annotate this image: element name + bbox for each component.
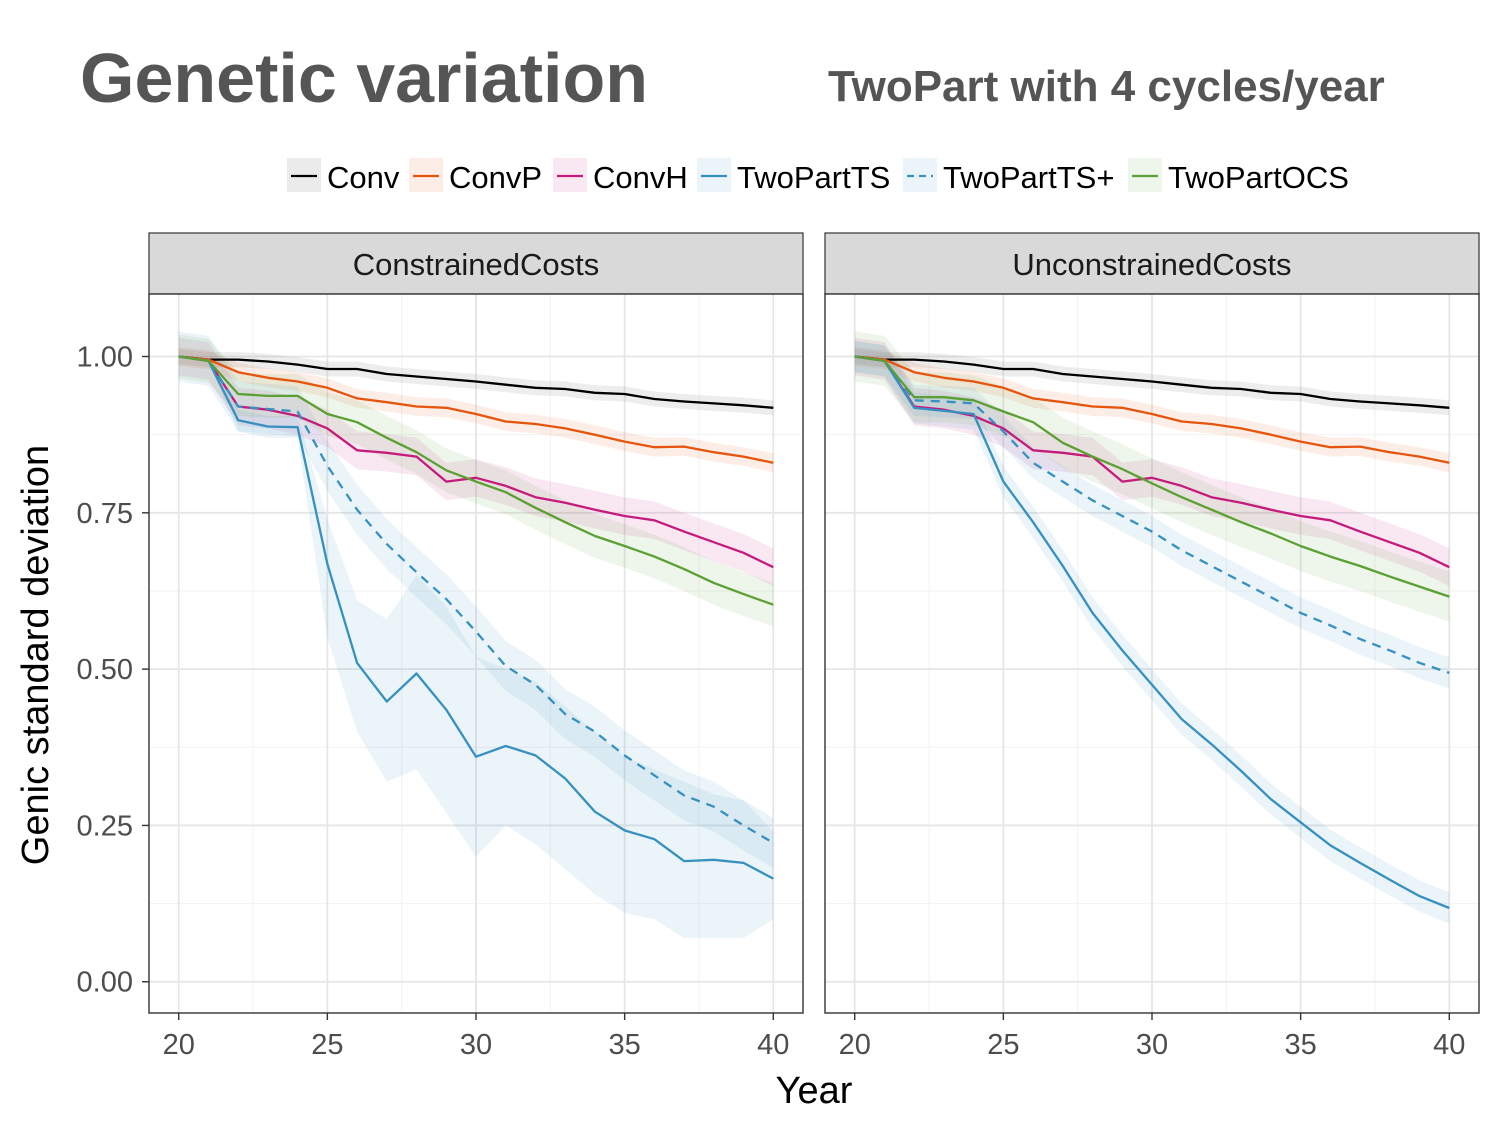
panel-strip-label: ConstrainedCosts [353,247,599,282]
legend-item-convh: ConvH [553,158,688,195]
series-line-conv [854,355,1450,409]
panel-strip [824,232,1480,295]
legend-label: Conv [327,160,400,195]
gridlines [149,294,803,1013]
series-lines [178,355,774,880]
x-tick-label: 25 [987,1029,1019,1061]
legend-item-convp: ConvP [409,158,542,195]
x-tick-label: 20 [163,1029,195,1061]
legend-item-twopartts: TwoPartTS [697,158,890,195]
x-axis-label: Year [776,1070,853,1112]
y-axis-label: Genic standard deviation [15,445,57,865]
y-tick-label: 0.25 [77,810,133,842]
series-lines [854,355,1450,910]
band-convh [178,337,774,586]
band-convh [854,337,1450,586]
slide-title: Genetic variation [80,39,648,117]
gridlines [825,294,1479,1013]
panel-strip-label: UnconstrainedCosts [1012,247,1291,282]
legend-item-twopartocs: TwoPartOCS [1128,158,1349,195]
legend-label: TwoPartOCS [1168,160,1349,195]
legend-label: ConvH [593,160,688,195]
series-line-conv [178,355,774,409]
x-tick-label: 25 [311,1029,343,1061]
x-tick-label: 30 [460,1029,492,1061]
slide-subtitle: TwoPart with 4 cycles/year [828,62,1385,111]
series-line-twopartocs [178,355,774,606]
y-tick-label: 0.75 [77,498,133,530]
panel-unconstrainedcosts: UnconstrainedCosts 20 25 30 35 40 [824,232,1480,1061]
series-line-twopartts [178,355,774,880]
series-line-convp [854,355,1450,464]
x-tick-label: 40 [757,1029,789,1061]
x-tick-label: 35 [1285,1029,1317,1061]
band-twopartts [178,356,774,938]
y-tick-label: 0.00 [77,967,133,999]
series-line-twopartocs [854,355,1450,598]
legend-label: TwoPartTS+ [943,160,1114,195]
panel-constrainedcosts: ConstrainedCosts 20 25 30 35 40 0.00 0.25 0.50 0.… [77,232,804,1061]
band-twopartts [854,340,1450,924]
x-tick-label: 35 [609,1029,641,1061]
series-line-twopartts-plus [854,355,1450,674]
chart-panels: ConstrainedCosts 20 25 30 35 40 0.00 0.25 0.50 0.… [77,232,1480,1061]
legend-label: TwoPartTS [737,160,890,195]
y-tick-label: 0.50 [77,654,133,686]
legend: Conv ConvP ConvH TwoPartTS TwoPartTS+ TwoPart… [287,158,1349,195]
band-twopartocs [854,331,1450,622]
x-tick-label: 30 [1136,1029,1168,1061]
legend-label: ConvP [449,160,542,195]
x-tick-label: 40 [1433,1029,1465,1061]
legend-item-twopartts-plus: TwoPartTS+ [903,158,1114,195]
series-line-convh [178,355,774,569]
panel-strip [148,232,804,295]
series-line-twopartts [854,355,1450,910]
x-tick-label: 20 [839,1029,871,1061]
legend-item-conv: Conv [287,158,400,195]
band-twopartts-plus [178,331,774,868]
series-line-convp [178,355,774,464]
y-tick-label: 1.00 [77,342,133,374]
